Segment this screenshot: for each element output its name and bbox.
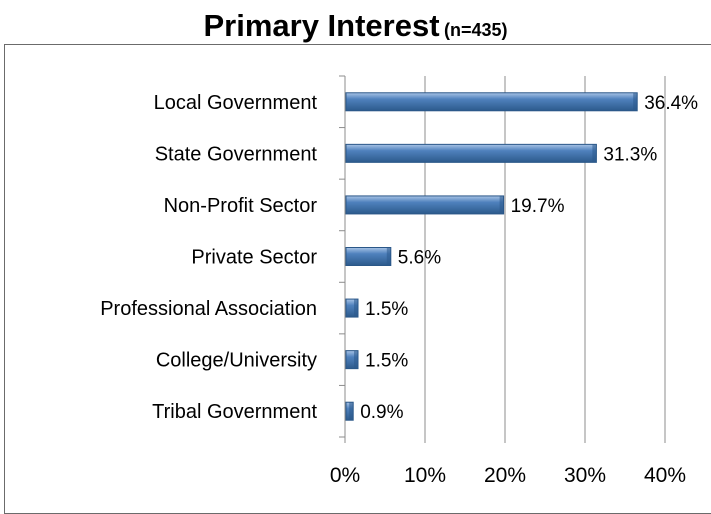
bar [345,92,638,112]
bar-end-cap [386,247,391,266]
category-label: Private Sector [191,247,317,269]
bar-end-cap [592,144,597,163]
category-label: Professional Association [100,298,317,320]
data-label: 5.6% [398,248,441,269]
data-labels: 36.4% 31.3% 19.7% 5.6% 1.5% 1.5% 0.9% [360,93,698,423]
bar-series [345,92,638,421]
x-tick-label: 0% [330,464,360,487]
data-label: 31.3% [603,144,657,165]
bar-end-cap [354,299,358,318]
data-label: 0.9% [360,402,403,423]
category-label: Local Government [154,92,318,114]
x-tick-label: 20% [484,464,526,487]
data-label: 36.4% [644,93,698,114]
bar-end-cap [354,350,358,369]
bar-end-cap [499,195,504,214]
data-label: 1.5% [365,299,408,320]
x-tick-labels: 0% 10% 20% 30% 40% [330,464,686,487]
category-label: Non-Profit Sector [164,195,318,217]
x-tick-label: 30% [564,464,606,487]
bar-chart: Local Government State Government Non-Prof… [100,75,698,487]
gridlines [424,76,666,437]
bar [345,143,597,163]
category-label: State Government [155,143,318,165]
data-label: 1.5% [365,351,408,372]
bar-end-cap [633,92,638,111]
chart-title: Primary Interest [203,8,440,43]
axes [339,75,666,443]
category-label: College/University [156,350,317,372]
bar-end-cap [349,402,354,421]
chart-title-block: Primary Interest (n=435) [0,8,711,44]
x-tick-label: 40% [644,464,686,487]
x-tick-label: 10% [404,464,446,487]
bar [345,247,392,266]
data-label: 19.7% [511,196,565,217]
category-labels: Local Government State Government Non-Prof… [100,92,317,423]
category-label: Tribal Government [152,401,317,423]
bar [345,195,505,215]
chart-subtitle: (n=435) [443,20,508,40]
